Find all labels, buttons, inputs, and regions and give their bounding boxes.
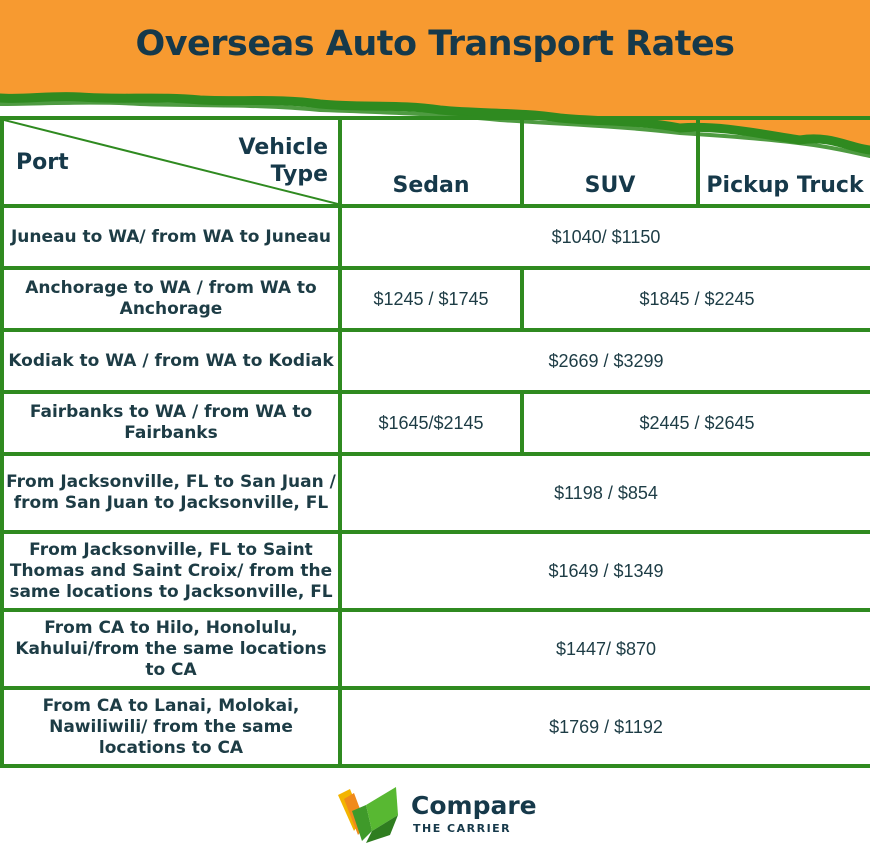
table-row: Kodiak to WA / from WA to Kodiak $2669 /… [0, 328, 870, 394]
port-header-label: Port [16, 150, 69, 175]
page-title: Overseas Auto Transport Rates [135, 24, 735, 64]
port-cell: Juneau to WA/ from WA to Juneau [0, 204, 342, 270]
price-cell-all-vehicles: $1198 / $854 [338, 452, 870, 534]
column-header-sedan: Sedan [338, 116, 524, 208]
vehicle-type-header-label: Vehicle Type [239, 134, 328, 188]
price-cell-sedan: $1245 / $1745 [338, 266, 524, 332]
table-row: Anchorage to WA / from WA to Anchorage $… [0, 266, 870, 332]
table-row: Fairbanks to WA / from WA to Fairbanks $… [0, 390, 870, 456]
vehicle-type-line-1: Vehicle [238, 135, 328, 160]
price-cell-all-vehicles: $1769 / $1192 [338, 686, 870, 768]
table-row: Juneau to WA/ from WA to Juneau $1040/ $… [0, 204, 870, 270]
port-cell: From CA to Hilo, Honolulu, Kahului/from … [0, 608, 342, 690]
table-row: From Jacksonville, FL to Saint Thomas an… [0, 530, 870, 612]
port-cell: From Jacksonville, FL to Saint Thomas an… [0, 530, 342, 612]
price-cell-all-vehicles: $1040/ $1150 [338, 204, 870, 270]
port-cell: Kodiak to WA / from WA to Kodiak [0, 328, 342, 394]
corner-header-cell: Port Vehicle Type [0, 116, 342, 208]
port-cell: From Jacksonville, FL to San Juan / from… [0, 452, 342, 534]
port-cell: From CA to Lanai, Molokai, Nawiliwili/ f… [0, 686, 342, 768]
logo-tagline: THE CARRIER [413, 822, 512, 835]
price-cell-sedan: $1645/$2145 [338, 390, 524, 456]
price-cell-all-vehicles: $1649 / $1349 [338, 530, 870, 612]
price-cell-all-vehicles: $2669 / $3299 [338, 328, 870, 394]
column-header-pickup-truck: Pickup Truck [696, 116, 870, 208]
table-header-row: Port Vehicle Type Sedan SUV Pickup Truck [0, 116, 870, 208]
table-row: From CA to Lanai, Molokai, Nawiliwili/ f… [0, 686, 870, 768]
table-row: From CA to Hilo, Honolulu, Kahului/from … [0, 608, 870, 690]
diagonal-divider [4, 120, 338, 204]
compare-the-carrier-logo: Compare THE CARRIER [336, 785, 576, 845]
port-cell: Fairbanks to WA / from WA to Fairbanks [0, 390, 342, 456]
price-cell-suv-pickup: $2445 / $2645 [520, 390, 870, 456]
table-row: From Jacksonville, FL to San Juan / from… [0, 452, 870, 534]
port-cell: Anchorage to WA / from WA to Anchorage [0, 266, 342, 332]
price-cell-suv-pickup: $1845 / $2245 [520, 266, 870, 332]
folded-check-icon [338, 787, 398, 843]
price-cell-all-vehicles: $1447/ $870 [338, 608, 870, 690]
rates-table: Port Vehicle Type Sedan SUV Pickup Truck… [0, 116, 870, 768]
vehicle-type-line-2: Type [270, 162, 328, 187]
column-header-suv: SUV [520, 116, 700, 208]
logo-name: Compare [411, 791, 537, 820]
